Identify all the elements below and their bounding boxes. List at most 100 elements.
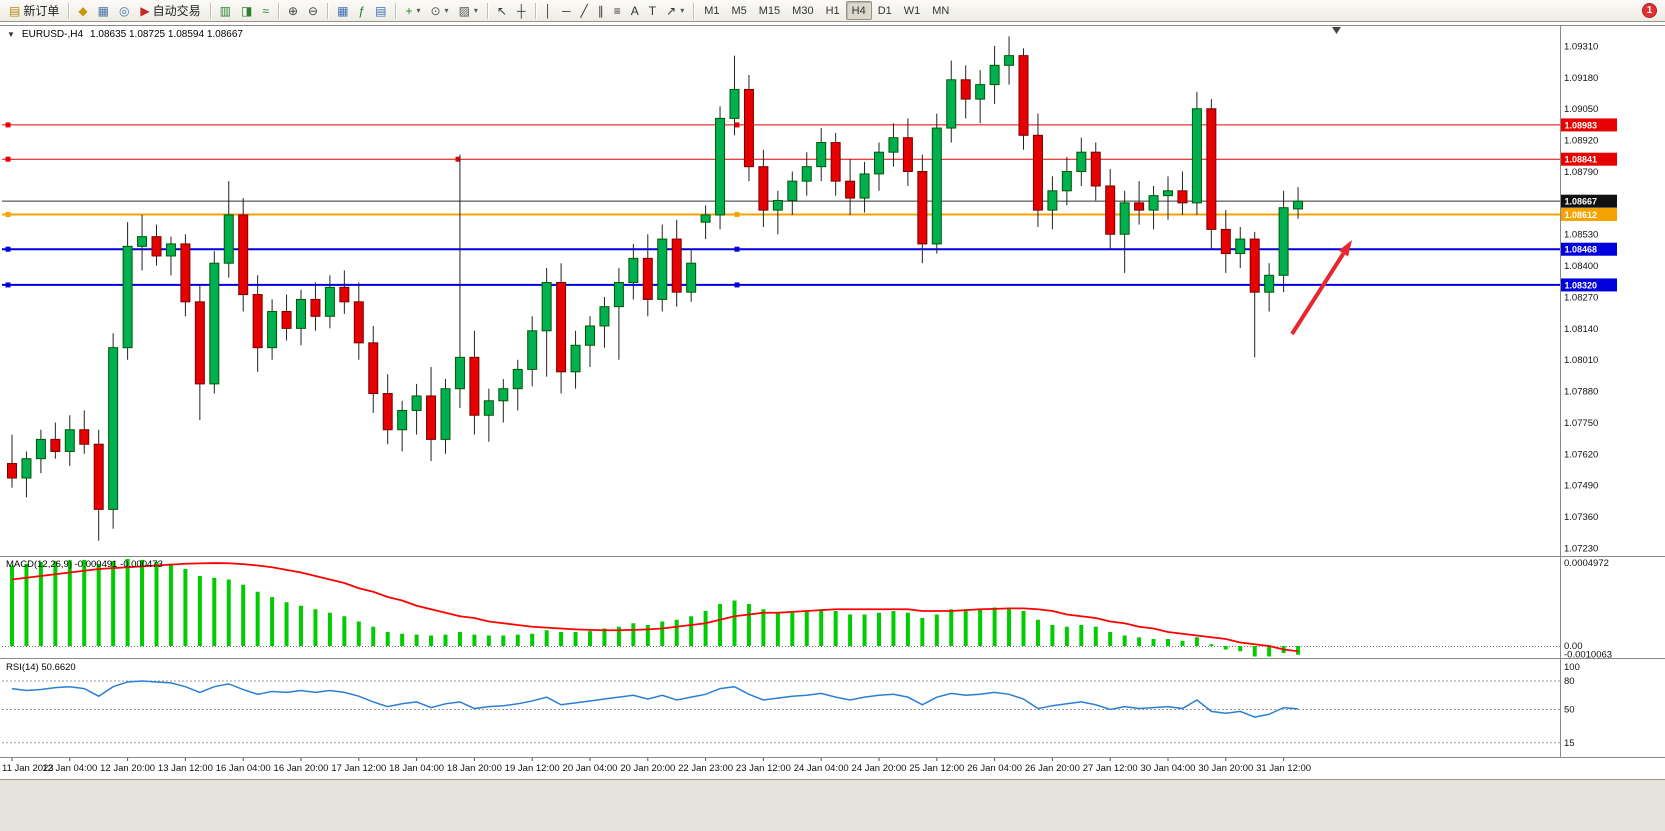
toolbar-group-zoom: ⊕ ⊖	[283, 1, 323, 20]
timeframe-buttons: M1 M5 M15 M30 H1 H4 D1 W1 MN	[698, 1, 955, 21]
crosshair-icon: ┼	[516, 3, 526, 18]
svg-text:1.08270: 1.08270	[1564, 292, 1598, 303]
chart-ohlc: 1.08635 1.08725 1.08594 1.08667	[90, 29, 243, 40]
text-button[interactable]: A	[626, 1, 644, 20]
chart-canvas[interactable]: 1.09310 1.09180 1.09050 1.08920 1.08790 1.085…	[0, 22, 1665, 780]
line-handle[interactable]	[734, 282, 740, 288]
svg-text:22 Jan 23:00: 22 Jan 23:00	[678, 763, 733, 774]
svg-text:17 Jan 12:00: 17 Jan 12:00	[331, 763, 386, 774]
indicators-button[interactable]: ƒ	[353, 1, 370, 20]
candlestick-button[interactable]: ◨	[236, 1, 257, 20]
toolbar-group-chart-tools: + ▾ ⊙ ▾ ▨ ▾	[400, 1, 482, 20]
new-chart-button[interactable]: + ▾	[400, 1, 425, 20]
toolbar-separator	[395, 2, 397, 19]
horizontal-line-1.08468[interactable]: 1.08468	[2, 242, 1617, 256]
svg-text:1.07750: 1.07750	[1564, 418, 1598, 429]
candlestick-series	[7, 36, 1304, 541]
horizontal-line-1.08320[interactable]: 1.08320	[2, 278, 1617, 292]
line-handle[interactable]	[5, 246, 11, 252]
horizontal-line-1.08841[interactable]: 1.08841	[2, 152, 1617, 166]
horizontal-line-1.08983[interactable]: 1.08983	[2, 118, 1617, 132]
arrows-button[interactable]: ↗ ▾	[661, 1, 689, 20]
crosshair-button[interactable]: ┼	[512, 1, 531, 20]
dropdown-arrow-icon: ▾	[416, 6, 421, 15]
price-tag	[1561, 278, 1617, 292]
trendline-button[interactable]: ╱	[576, 1, 593, 20]
indicator-windows-icon: ▤	[375, 3, 387, 18]
timeframe-mn-button[interactable]: MN	[926, 1, 955, 20]
market-watch-button[interactable]: ◆	[73, 1, 92, 20]
toolbar-group-chart-types: ▥ ◨ ≈	[215, 1, 274, 20]
periods-button[interactable]: ⊙ ▾	[425, 1, 453, 20]
horizontal-line-icon: ─	[562, 3, 571, 18]
templates-icon: ▨	[458, 3, 470, 18]
auto-trading-label: 自动交易	[152, 4, 201, 18]
bar-chart-icon: ▥	[219, 3, 232, 18]
svg-text:1.07880: 1.07880	[1564, 387, 1598, 398]
timeframe-m30-button[interactable]: M30	[786, 1, 819, 20]
timeframe-m1-button[interactable]: M1	[698, 1, 725, 20]
svg-text:27 Jan 12:00: 27 Jan 12:00	[1083, 763, 1138, 774]
fibonacci-button[interactable]: ≡	[609, 1, 626, 20]
line-handle[interactable]	[734, 122, 740, 128]
macd-label: MACD(12,26,9) -0.000491 -0.000473	[6, 559, 163, 570]
timeframe-m5-button[interactable]: M5	[725, 1, 752, 20]
toolbar-group-cursor-tools: ↖ ┼	[492, 1, 531, 20]
svg-text:1.08400: 1.08400	[1564, 261, 1598, 272]
svg-text:23 Jan 12:00: 23 Jan 12:00	[736, 763, 791, 774]
line-chart-icon: ≈	[262, 3, 269, 18]
timeframe-m15-button[interactable]: M15	[753, 1, 786, 20]
bar-chart-button[interactable]: ▥	[215, 1, 236, 20]
svg-text:1.09310: 1.09310	[1564, 42, 1598, 53]
svg-text:0.0004972: 0.0004972	[1564, 558, 1609, 569]
line-handle[interactable]	[5, 282, 11, 288]
svg-text:24 Jan 04:00: 24 Jan 04:00	[794, 763, 849, 774]
line-handle[interactable]	[455, 156, 461, 162]
arrow-annotation[interactable]	[1290, 240, 1352, 336]
new-order-button[interactable]: ▤ 新订单	[4, 1, 64, 20]
vertical-line-button[interactable]: │	[540, 1, 558, 20]
chart-window: ▼ EURUSD-,H4 1.08635 1.08725 1.08594 1.0…	[0, 22, 1665, 780]
navigator-button[interactable]: ◎	[114, 1, 134, 20]
line-handle[interactable]	[5, 156, 11, 162]
text-label-button[interactable]: T	[644, 1, 661, 20]
timeframe-h4-button[interactable]: H4	[845, 1, 872, 21]
dropdown-arrow-icon: ▾	[444, 6, 449, 15]
svg-text:11 Jan 2023: 11 Jan 2023	[2, 763, 54, 774]
line-handle[interactable]	[5, 211, 11, 217]
chart-expand-icon[interactable]: ▼	[7, 30, 15, 39]
horizontal-line-1.08612[interactable]: 1.08612	[2, 207, 1617, 221]
svg-text:1.07490: 1.07490	[1564, 481, 1598, 492]
toolbar-group-panels: ◆ ▦ ◎	[73, 1, 134, 20]
svg-text:1.08530: 1.08530	[1564, 230, 1598, 241]
svg-text:1.08612: 1.08612	[1565, 210, 1598, 220]
line-handle[interactable]	[734, 246, 740, 252]
horizontal-line-button[interactable]: ─	[557, 1, 576, 20]
dropdown-arrow-icon: ▾	[680, 6, 685, 15]
svg-text:-0.0010063: -0.0010063	[1564, 650, 1612, 661]
auto-trading-button[interactable]: ▶ 自动交易	[135, 1, 205, 20]
svg-text:1.09050: 1.09050	[1564, 104, 1598, 115]
navigator-icon: ◎	[118, 3, 130, 18]
tile-windows-button[interactable]: ▦	[332, 1, 353, 20]
line-handle[interactable]	[734, 211, 740, 217]
auto-trading-icon: ▶	[140, 3, 150, 18]
zoom-in-button[interactable]: ⊕	[283, 1, 303, 20]
chart-shift-marker-icon	[1332, 27, 1341, 34]
price-tag	[1561, 207, 1617, 221]
channel-button[interactable]: ∥	[593, 1, 609, 20]
timeframe-d1-button[interactable]: D1	[872, 1, 898, 20]
zoom-out-button[interactable]: ⊖	[303, 1, 323, 20]
toolbar: ▤ 新订单 ◆ ▦ ◎ ▶ 自动交易 ▥ ◨ ≈ ⊕ ⊖ ▦ ƒ ▤ + ▾ ⊙ ▾ ▨ ▾ ↖ ┼ │ ─…	[0, 0, 1665, 22]
templates-button[interactable]: ▨ ▾	[454, 1, 483, 20]
timeframe-w1-button[interactable]: W1	[898, 1, 927, 20]
trendline-icon: ╱	[580, 3, 588, 18]
data-window-button[interactable]: ▦	[93, 1, 114, 20]
line-chart-button[interactable]: ≈	[257, 1, 274, 20]
indicator-windows-button[interactable]: ▤	[370, 1, 391, 20]
cursor-button[interactable]: ↖	[492, 1, 512, 20]
timeframe-h1-button[interactable]: H1	[820, 1, 846, 20]
notification-badge[interactable]: 1	[1642, 3, 1657, 18]
line-handle[interactable]	[5, 122, 11, 128]
